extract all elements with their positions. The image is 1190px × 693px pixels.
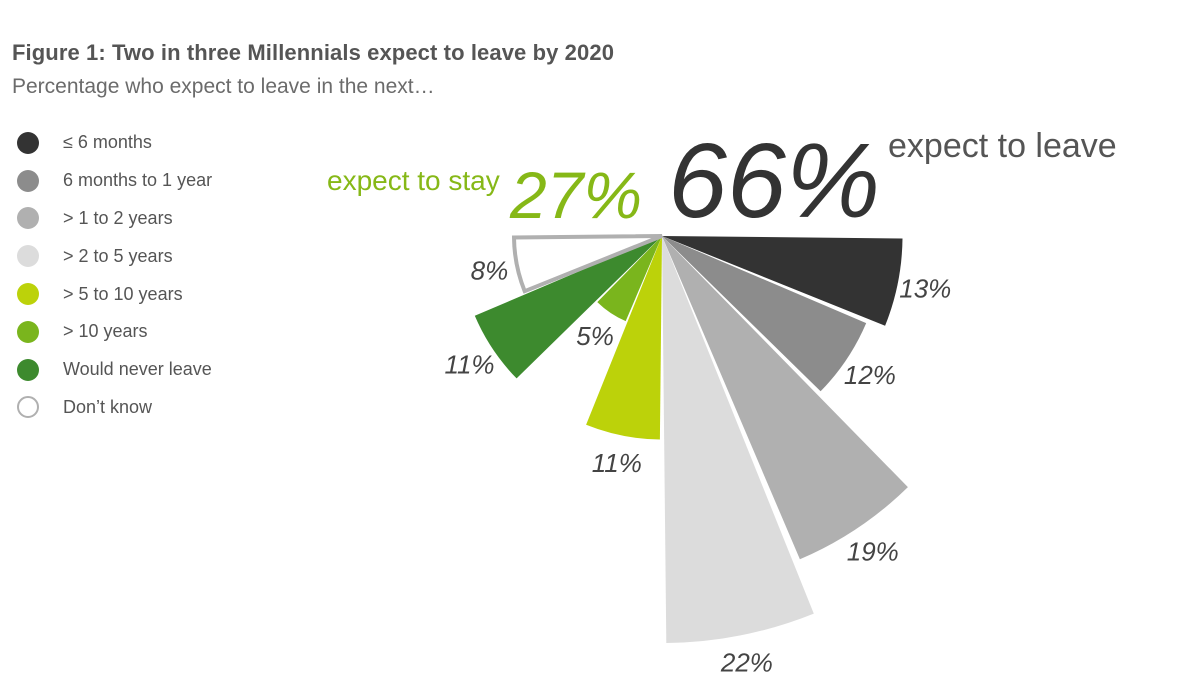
wedge-dont-know	[511, 234, 663, 294]
wedge-10-plus-years	[597, 236, 662, 322]
legend-label: > 2 to 5 years	[63, 245, 173, 266]
expect-to-stay-label: expect to stay	[327, 165, 500, 196]
legend-item-6-months-to-1-year: 6 months to 1 year	[17, 162, 212, 200]
legend: ≤ 6 months 6 months to 1 year > 1 to 2 yea…	[17, 124, 212, 426]
wedge-5-to-10-years	[586, 236, 662, 440]
value-label-le-6-months: 13%	[899, 273, 951, 303]
legend-label: > 5 to 10 years	[63, 283, 183, 304]
wedge-would-never-leave	[474, 236, 662, 379]
value-label-5-to-10-years: 11%	[592, 448, 642, 478]
legend-swatch	[17, 245, 39, 268]
expect-to-leave-value: 66%	[668, 122, 880, 240]
legend-item-dont-know: Don’t know	[17, 389, 212, 427]
expect-to-stay-value: 27%	[509, 158, 642, 232]
legend-label: > 1 to 2 years	[63, 207, 173, 228]
legend-swatch	[17, 131, 39, 154]
legend-swatch	[17, 283, 39, 306]
legend-label: Would never leave	[63, 359, 212, 380]
legend-item-2-to-5-years: > 2 to 5 years	[17, 237, 212, 275]
wedge-2-to-5-years	[662, 236, 814, 643]
wedge-6-months-to-1-year	[662, 236, 867, 392]
value-label-would-never-leave: 11%	[444, 350, 494, 380]
chart-title: Figure 1: Two in three Millennials expec…	[12, 40, 615, 65]
legend-label: Don’t know	[63, 396, 153, 417]
value-label-1-to-2-years: 19%	[847, 537, 899, 567]
legend-label: ≤ 6 months	[63, 132, 152, 153]
value-label-6-months-to-1-year: 12%	[844, 360, 896, 390]
legend-swatch	[17, 320, 39, 343]
value-label-10-plus-years: 5%	[576, 321, 614, 351]
value-label-2-to-5-years: 22%	[720, 648, 773, 678]
legend-item-1-to-2-years: > 1 to 2 years	[17, 200, 212, 238]
legend-swatch	[17, 396, 39, 419]
legend-swatch	[17, 169, 39, 192]
value-label-dont-know: 8%	[471, 255, 509, 285]
legend-swatch	[17, 207, 39, 230]
legend-label: 6 months to 1 year	[63, 170, 213, 191]
legend-item-would-never-leave: Would never leave	[17, 351, 212, 389]
wedge-le-6-months	[662, 236, 903, 326]
legend-item-5-to-10-years: > 5 to 10 years	[17, 275, 212, 313]
legend-item-le-6-months: ≤ 6 months	[17, 124, 212, 162]
expect-to-leave-label: expect to leave	[888, 127, 1117, 165]
legend-label: > 10 years	[63, 321, 148, 342]
chart-subtitle: Percentage who expect to leave in the ne…	[12, 75, 435, 98]
wedge-1-to-2-years	[662, 236, 908, 560]
legend-swatch	[17, 358, 39, 381]
legend-item-10-plus-years: > 10 years	[17, 313, 212, 351]
